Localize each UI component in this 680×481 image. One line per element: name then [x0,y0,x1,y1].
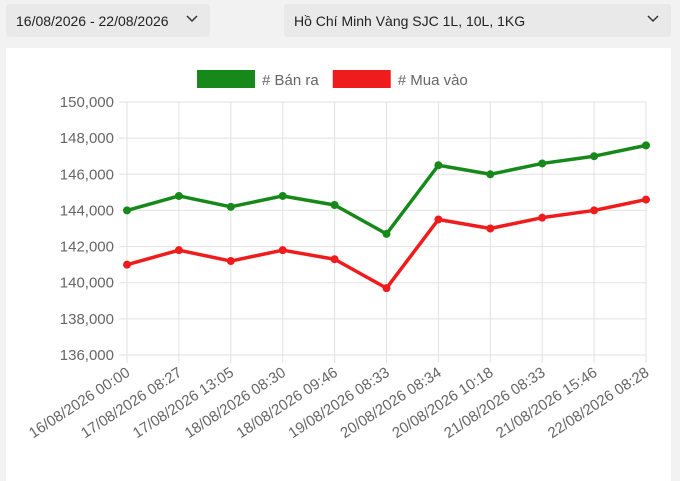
legend-label: # Mua vào [398,72,468,89]
y-tick-label: 146,000 [60,166,114,183]
legend-swatch [197,70,255,88]
data-point [434,215,443,224]
chart-card [6,48,671,481]
y-tick-label: 150,000 [60,94,114,111]
product: Hồ Chí Minh Vàng SJC 1L, 10L, 1KG [294,12,526,29]
data-point [123,206,131,215]
data-point [382,284,391,293]
legend-label: # Bán ra [262,72,319,89]
y-tick-label: 140,000 [60,275,114,292]
data-point [226,202,235,211]
chevron [647,15,659,23]
y-tick-label: 136,000 [60,347,114,364]
data-point [538,213,547,222]
data-point [226,257,235,266]
product-dropdown[interactable]: Hồ Chí Minh Vàng SJC 1L, 10L, 1KG [284,4,671,37]
data-point [330,255,339,264]
data-point [278,246,287,255]
data-point [538,159,547,168]
data-point [434,161,443,170]
data-point [174,246,183,255]
data-point [590,152,599,161]
data-point [590,206,599,215]
data-point [278,191,287,200]
date-range: 16/08/2026 - 22/08/2026 [16,12,169,29]
y-tick-label: 148,000 [60,130,114,147]
data-point [174,191,183,200]
data-point [486,170,495,179]
chevron [186,15,198,23]
y-tick-label: 144,000 [60,202,114,219]
data-point [642,141,650,150]
data-point [486,224,495,233]
y-tick-label: 138,000 [60,311,114,328]
y-tick-label: 142,000 [60,239,114,256]
legend-swatch [332,70,391,88]
data-point [642,195,650,204]
data-point [123,260,131,269]
data-point [382,229,391,238]
date-range-dropdown[interactable]: 16/08/2026 - 22/08/2026 [6,4,210,37]
data-point [330,201,339,210]
